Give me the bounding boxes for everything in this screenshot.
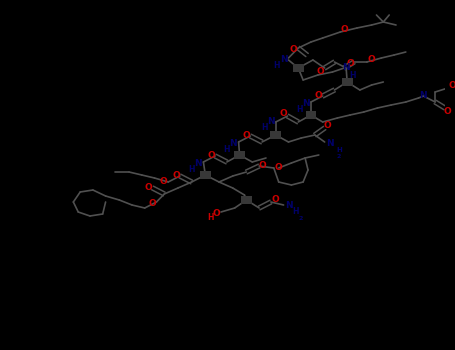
FancyBboxPatch shape: [200, 171, 211, 179]
FancyBboxPatch shape: [270, 131, 281, 139]
Text: O: O: [346, 60, 354, 69]
Text: O: O: [317, 68, 324, 77]
Text: N: N: [267, 118, 275, 126]
Text: O: O: [280, 110, 288, 119]
Text: O: O: [243, 131, 250, 140]
Text: 2: 2: [336, 154, 341, 159]
Text: O: O: [315, 91, 323, 100]
FancyBboxPatch shape: [293, 64, 303, 72]
Text: H: H: [188, 166, 195, 175]
Text: N: N: [302, 99, 310, 108]
Text: H: H: [223, 146, 230, 154]
Text: O: O: [149, 199, 157, 209]
Text: N: N: [194, 160, 202, 168]
Text: N: N: [285, 202, 292, 210]
Text: H: H: [292, 208, 298, 217]
Text: H: H: [273, 62, 280, 70]
Text: N: N: [420, 91, 427, 100]
Text: O: O: [275, 163, 283, 173]
Text: H: H: [261, 124, 267, 133]
Text: H: H: [349, 70, 355, 79]
Text: 2: 2: [299, 216, 303, 220]
Text: H: H: [207, 214, 213, 223]
Text: N: N: [229, 140, 237, 148]
Text: O: O: [289, 46, 297, 55]
Text: O: O: [159, 177, 167, 187]
Text: O: O: [340, 26, 348, 35]
Text: O: O: [145, 182, 152, 191]
FancyBboxPatch shape: [306, 111, 316, 119]
FancyBboxPatch shape: [342, 78, 353, 86]
Text: O: O: [324, 121, 331, 131]
Text: O: O: [207, 150, 215, 160]
Text: N: N: [342, 63, 350, 72]
Text: O: O: [368, 56, 375, 64]
Text: O: O: [272, 196, 280, 204]
FancyBboxPatch shape: [241, 196, 252, 204]
Text: O: O: [258, 161, 266, 169]
Text: O: O: [444, 107, 452, 117]
Text: O: O: [212, 209, 220, 217]
Text: H: H: [336, 147, 342, 153]
Text: N: N: [326, 140, 334, 148]
Text: O: O: [449, 82, 455, 91]
Text: H: H: [296, 105, 303, 114]
FancyBboxPatch shape: [234, 151, 245, 159]
Text: N: N: [280, 56, 288, 64]
Text: O: O: [172, 170, 180, 180]
